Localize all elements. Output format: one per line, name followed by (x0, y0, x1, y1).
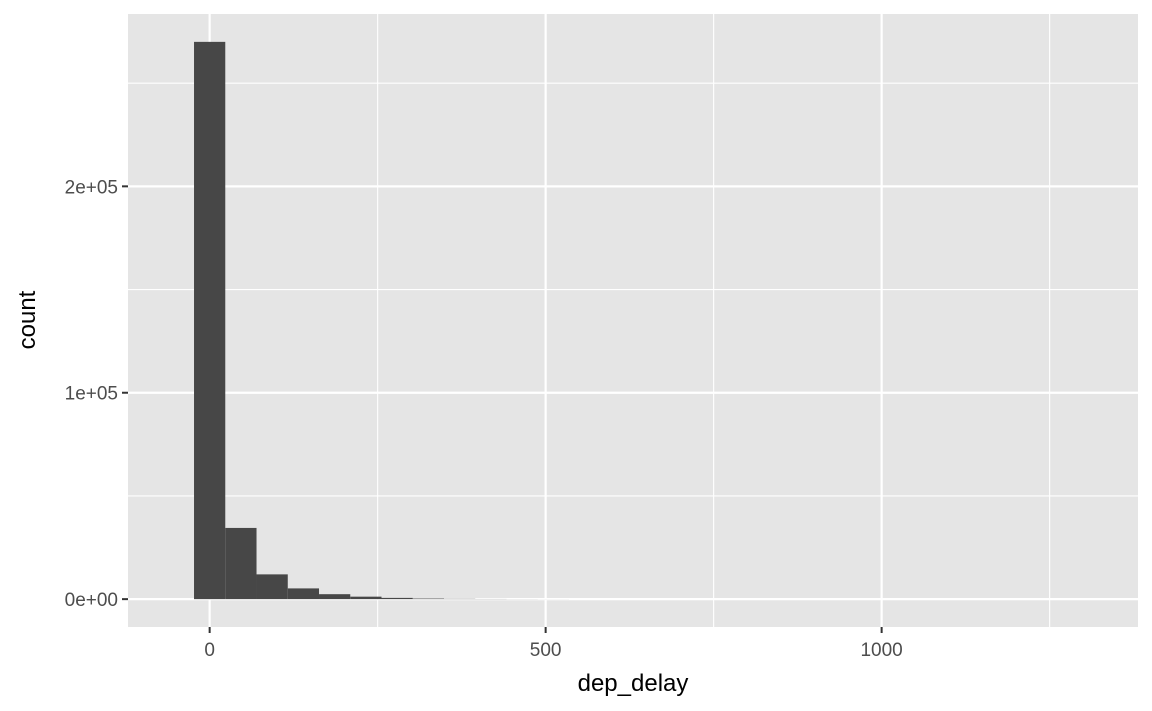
histogram-bar (381, 597, 413, 600)
histogram-bar (256, 574, 288, 600)
y-tick-label: 2e+05 (65, 177, 118, 198)
axes: 0 500 1000 0e+00 1e+05 2e+05 (65, 177, 903, 661)
minor-grid (128, 14, 1138, 627)
histogram-bar (225, 527, 257, 600)
histogram-bar (287, 588, 320, 600)
x-tick-label: 1000 (860, 640, 902, 661)
histogram-bar (350, 596, 382, 600)
x-tick-label: 0 (204, 640, 215, 661)
histogram-bars (194, 41, 569, 600)
histogram-bar (412, 598, 445, 600)
y-tick-label: 1e+05 (65, 384, 118, 405)
x-tick-label: 500 (530, 640, 562, 661)
histogram-bar (319, 594, 351, 600)
histogram-bar (194, 41, 226, 600)
x-axis-title: dep_delay (578, 670, 689, 697)
y-axis-title: count (14, 290, 41, 349)
y-tick-label: 0e+00 (65, 590, 118, 611)
panel-background (128, 14, 1138, 627)
